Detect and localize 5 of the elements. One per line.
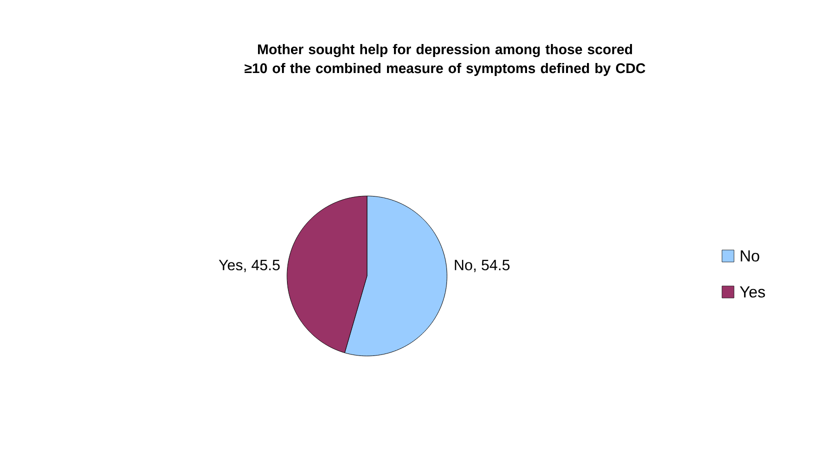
data-label: No, 54.5 [454, 260, 510, 272]
chart-title: Mother sought help for depression among those scored ≥10 of the combined measure of symptoms defined by CDC [244, 44, 646, 76]
legend-label: No [740, 250, 760, 262]
legend-label: Yes [740, 286, 765, 298]
data-label: Yes, 45.5 [218, 260, 280, 272]
